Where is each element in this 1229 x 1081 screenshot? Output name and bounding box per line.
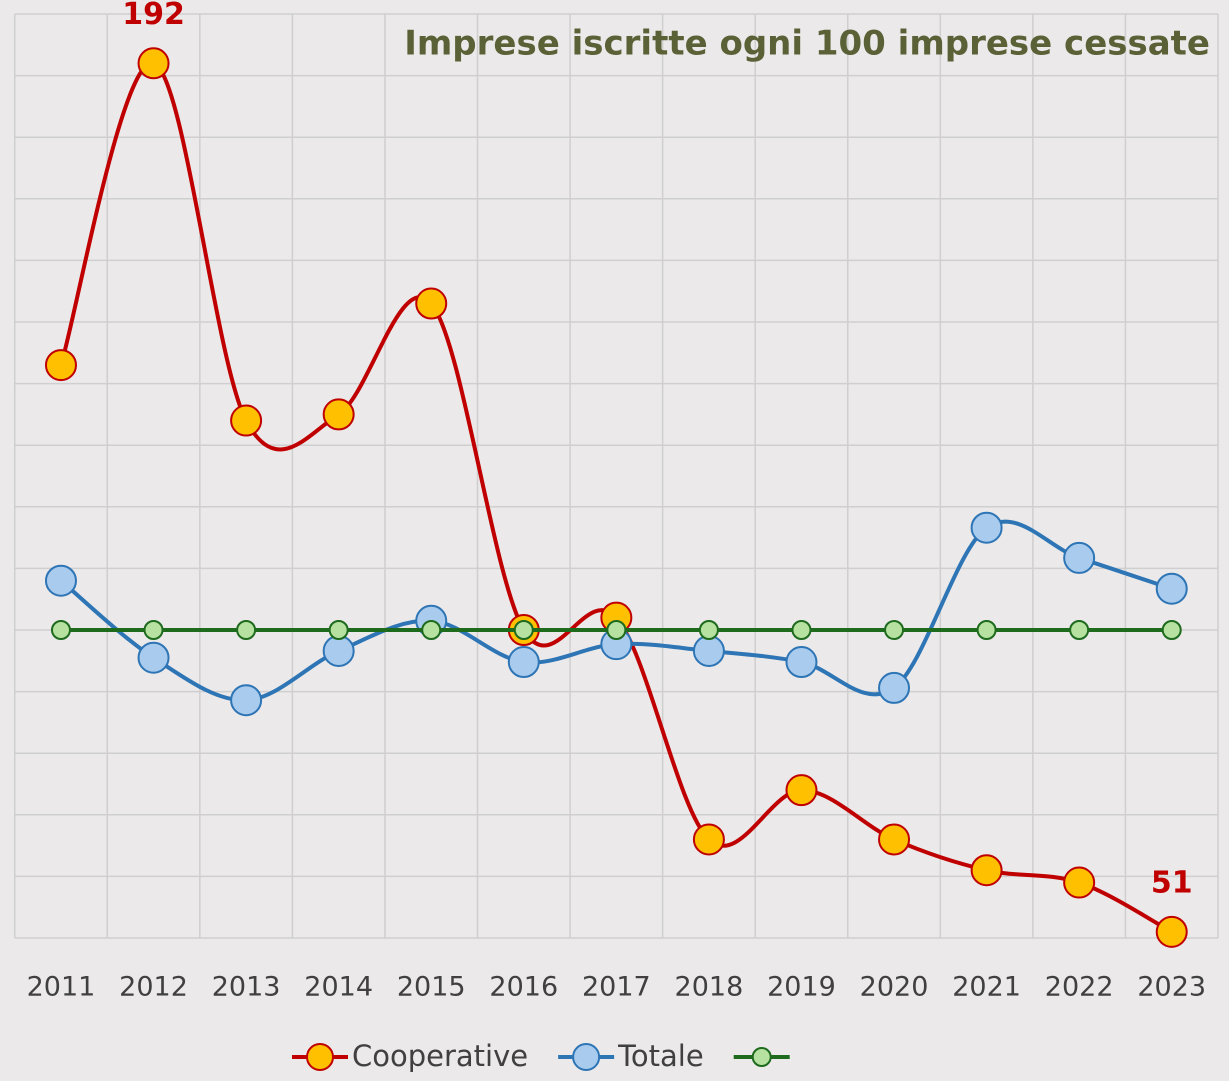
marker <box>692 823 725 856</box>
legend-marker <box>572 1043 601 1071</box>
marker <box>137 47 170 80</box>
marker <box>791 620 812 640</box>
marker <box>143 620 164 640</box>
legend-marker <box>751 1047 772 1067</box>
marker <box>606 620 627 640</box>
marker <box>970 854 1003 887</box>
marker <box>230 684 263 717</box>
x-tick-label: 2017 <box>582 972 651 1003</box>
marker <box>44 564 77 597</box>
marker <box>692 634 725 667</box>
x-tick-label: 2020 <box>860 972 929 1003</box>
marker <box>1069 620 1090 640</box>
marker <box>878 671 911 704</box>
legend: Cooperative Totale <box>292 1039 790 1073</box>
marker <box>976 620 997 640</box>
marker <box>328 620 349 640</box>
marker <box>785 646 818 679</box>
marker <box>785 774 818 807</box>
marker <box>1063 541 1096 574</box>
x-tick-label: 2013 <box>212 972 281 1003</box>
marker <box>322 398 355 431</box>
x-tick-label: 2021 <box>952 972 1021 1003</box>
marker <box>1063 866 1096 899</box>
data-label: 51 <box>1151 865 1193 900</box>
marker <box>698 620 719 640</box>
x-tick-label: 2019 <box>767 972 836 1003</box>
x-tick-label: 2023 <box>1137 972 1206 1003</box>
chart-title: Imprese iscritte ogni 100 imprese cessat… <box>404 24 1210 64</box>
plot <box>44 47 1188 948</box>
marker <box>50 620 71 640</box>
legend-label: Totale <box>617 1039 704 1073</box>
marker <box>230 404 263 437</box>
marker <box>322 634 355 667</box>
marker <box>44 349 77 382</box>
marker <box>421 620 442 640</box>
marker <box>137 641 170 674</box>
marker <box>513 620 534 640</box>
x-tick-label: 2012 <box>119 972 188 1003</box>
marker <box>878 823 911 856</box>
x-tick-label: 2022 <box>1045 972 1114 1003</box>
marker <box>884 620 905 640</box>
marker <box>1155 572 1188 605</box>
x-tick-label: 2015 <box>397 972 466 1003</box>
marker <box>415 287 448 320</box>
marker <box>236 620 257 640</box>
x-tick-label: 2018 <box>675 972 744 1003</box>
x-tick-label: 2011 <box>27 972 96 1003</box>
marker <box>1155 915 1188 948</box>
marker <box>970 511 1003 544</box>
marker <box>507 646 540 679</box>
marker <box>1161 620 1182 640</box>
x-tick-label: 2014 <box>304 972 373 1003</box>
legend-marker <box>306 1043 334 1071</box>
x-tick-label: 2016 <box>489 972 558 1003</box>
grid <box>13 13 1219 939</box>
data-label: 192 <box>122 0 185 32</box>
legend-label: Cooperative <box>352 1039 528 1073</box>
